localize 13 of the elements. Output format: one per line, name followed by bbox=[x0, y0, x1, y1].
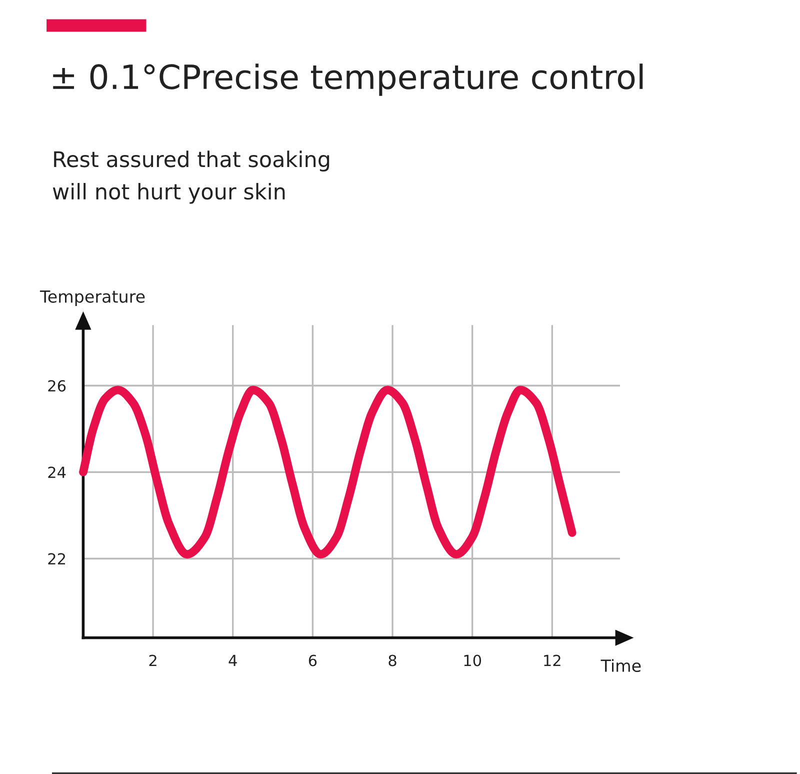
x-tick-label: 2 bbox=[149, 654, 156, 666]
x-tick-label: 8 bbox=[388, 654, 396, 666]
x-tick-label: 12 bbox=[544, 654, 560, 666]
chart-title: ± 0.1°CPrecise temperature control bbox=[53, 64, 643, 96]
y-tick-label: 24 bbox=[48, 466, 66, 478]
x-tick-label: 10 bbox=[464, 654, 482, 666]
y-axis-title: Temperature bbox=[40, 290, 145, 306]
x-axis-title: Time bbox=[600, 659, 641, 672]
y-tick-label: 26 bbox=[48, 380, 66, 392]
chart-subtitle: Rest assured that soaking will not hurt your skin bbox=[52, 150, 330, 204]
x-tick-label: 6 bbox=[308, 654, 317, 666]
x-tick-label: 4 bbox=[228, 654, 237, 666]
y-tick-label: 22 bbox=[48, 553, 66, 564]
